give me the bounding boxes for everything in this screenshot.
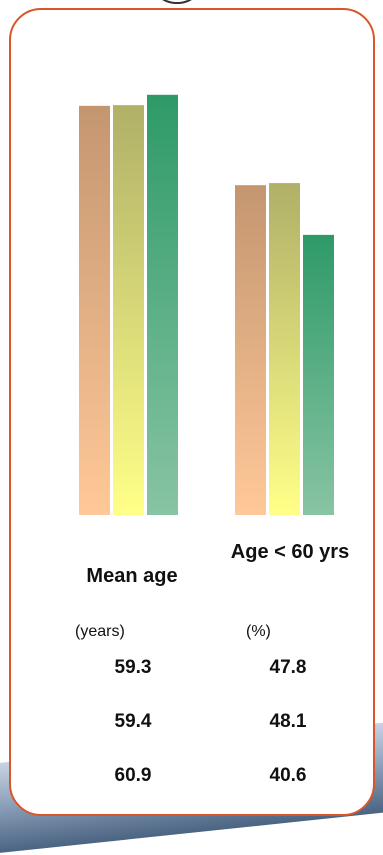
- bar-group2-series1: [235, 185, 266, 515]
- category-label-age-under-60: Age < 60 yrs: [230, 541, 350, 563]
- bar-group1-series3: [147, 94, 178, 515]
- value-age-under-60-2: 48.1: [269, 711, 307, 732]
- bar-group1-series2: [113, 105, 144, 515]
- bar-group2-series3: [303, 234, 334, 516]
- bar-group2-series2: [269, 183, 300, 516]
- value-age-under-60-3: 40.6: [269, 765, 307, 786]
- bar-group1-series1: [79, 105, 110, 515]
- value-age-under-60-1: 47.8: [269, 657, 307, 678]
- unit-label-percent: (%): [246, 623, 271, 640]
- bar-chart: [79, 94, 334, 516]
- unit-label-years: (years): [75, 623, 125, 640]
- value-mean-age-3: 60.9: [114, 765, 152, 786]
- value-mean-age-1: 59.3: [114, 657, 152, 678]
- value-mean-age-2: 59.4: [114, 711, 152, 732]
- category-label-mean-age: Mean age: [86, 565, 178, 587]
